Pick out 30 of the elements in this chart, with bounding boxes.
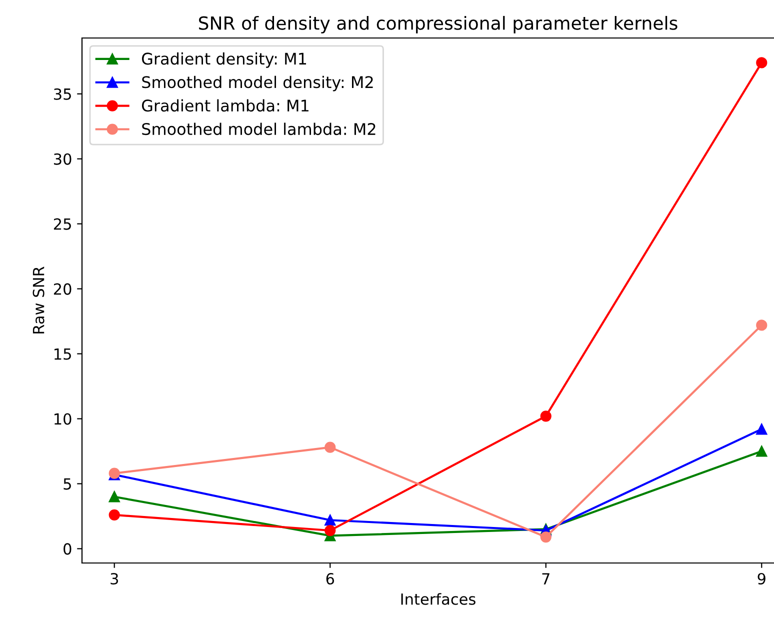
x-tick-label: 7 [542, 573, 550, 584]
legend-label: Gradient density: M1 [142, 52, 306, 68]
y-tick-label: 0 [64, 543, 72, 555]
point [756, 446, 768, 457]
y-tick-label: 5 [64, 478, 71, 490]
point [324, 442, 336, 453]
point [324, 524, 336, 536]
x-tick-label: 6 [326, 572, 334, 585]
y-tick-label: 15 [54, 348, 71, 360]
x-tick-label: 3 [110, 572, 118, 585]
y-axis-title: Raw SNR [32, 266, 44, 334]
point [324, 514, 336, 526]
point [108, 509, 120, 520]
y-tick-label: 10 [54, 413, 72, 425]
legend-label: Smoothed model lambda: M2 [142, 122, 376, 136]
legend-label: Smoothed model density: M2 [142, 76, 373, 92]
point [108, 491, 120, 502]
y-tick-label: 35 [54, 88, 71, 100]
point [756, 424, 768, 435]
point [540, 410, 552, 422]
y-tick-label: 20 [54, 283, 72, 295]
x-axis-title: Interfaces [401, 593, 476, 605]
chart-title: SNR of density and compressional parameter kernels [199, 16, 678, 34]
y-tick-label: 30 [54, 153, 72, 165]
x-tick-label: 9 [758, 572, 766, 585]
point [756, 320, 768, 331]
legend-label: Gradient lambda: M1 [142, 99, 308, 112]
point [756, 57, 768, 68]
y-tick-label: 25 [54, 218, 71, 230]
point [540, 531, 552, 543]
